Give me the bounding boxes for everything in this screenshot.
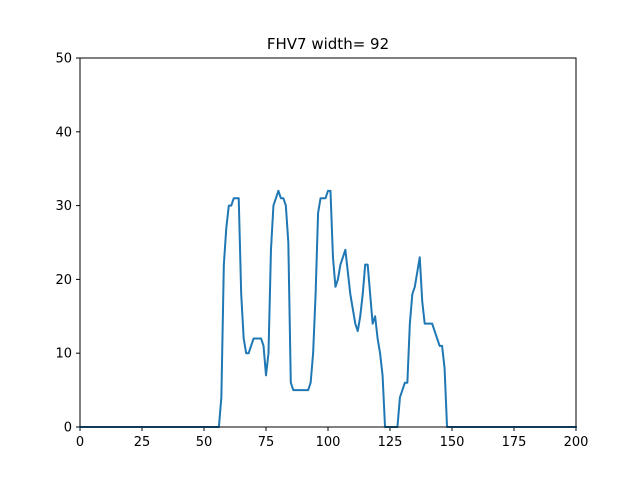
y-tick-label: 10	[55, 347, 72, 362]
x-tick-label: 25	[134, 435, 151, 450]
x-tick-label: 75	[258, 435, 275, 450]
x-tick-label: 50	[196, 435, 213, 450]
plot-frame	[79, 57, 577, 428]
x-tick-label: 175	[502, 435, 527, 450]
x-tick-label: 125	[378, 435, 403, 450]
y-tick-label: 0	[64, 421, 72, 436]
y-tick-label: 20	[55, 273, 72, 288]
y-axis: 0 10 20 30 40 50	[55, 52, 80, 436]
x-tick-label: 0	[76, 435, 84, 450]
x-tick-label: 100	[316, 435, 341, 450]
series-line	[79, 189, 577, 428]
y-tick-label: 50	[55, 52, 72, 67]
x-tick-label: 200	[564, 435, 589, 450]
x-tick-label: 150	[440, 435, 465, 450]
series-layer	[79, 189, 577, 428]
y-tick-label: 40	[55, 125, 72, 140]
y-tick-label: 30	[55, 199, 72, 214]
chart-title: FHV7 width= 92	[267, 35, 389, 53]
x-axis: 0 25 50 75 100 125 150 175 200	[76, 427, 589, 450]
plot-area	[80, 58, 576, 427]
